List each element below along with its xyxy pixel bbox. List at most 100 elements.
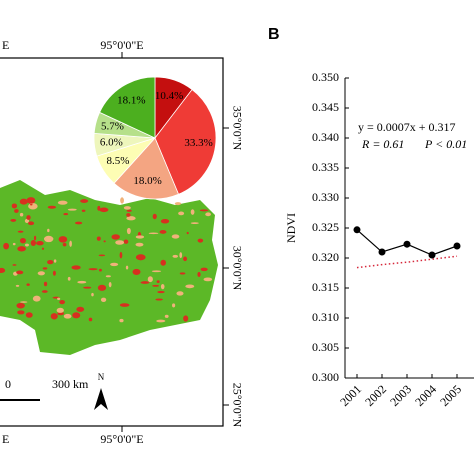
map-patch — [29, 203, 33, 206]
map-patch — [126, 213, 131, 217]
map-patch — [147, 276, 153, 283]
map-patch — [0, 267, 6, 274]
map-patch — [98, 268, 102, 272]
map-patch — [103, 240, 106, 243]
map-patch — [12, 242, 16, 246]
map-patch — [41, 290, 48, 293]
map-patch — [3, 242, 9, 250]
map-patch — [53, 259, 57, 263]
map-patch — [97, 205, 101, 211]
pie-label: 5.7% — [101, 120, 124, 132]
x-tick-label: 2004 — [412, 382, 439, 409]
map-patch — [96, 236, 101, 241]
map-patch — [72, 312, 81, 319]
map-patch — [199, 209, 209, 212]
scale-label: 300 km — [52, 377, 89, 391]
map-patch — [57, 200, 68, 205]
map-patch — [52, 270, 56, 276]
map-patch — [43, 281, 48, 287]
map-patch — [156, 280, 160, 283]
map-patch — [25, 312, 33, 318]
annotation: R = 0.61 — [361, 137, 404, 151]
map-patch — [81, 209, 86, 212]
y-tick-label: 0.325 — [312, 220, 339, 234]
map-patch — [56, 307, 64, 313]
map-patch — [126, 227, 131, 235]
lat-label: 35°0'0"N — [230, 106, 244, 151]
map-patch — [71, 265, 81, 270]
map-patch — [50, 313, 58, 320]
map-patch — [19, 237, 26, 244]
map-patch — [63, 213, 69, 216]
map-patch — [67, 276, 71, 281]
map-patch — [57, 297, 61, 301]
map-patch — [148, 232, 159, 235]
map-patch — [26, 283, 30, 286]
pie-label: 8.5% — [107, 155, 130, 167]
data-point — [353, 226, 361, 234]
map-patch — [32, 295, 41, 302]
pie-label: 6.0% — [100, 136, 123, 148]
y-tick-label: 0.335 — [312, 160, 339, 174]
y-tick-label: 0.340 — [312, 130, 339, 144]
map-patch — [98, 254, 106, 257]
data-point — [453, 242, 461, 250]
y-tick-label: 0.345 — [312, 100, 339, 114]
y-tick-label: 0.315 — [312, 280, 339, 294]
map-patch — [171, 234, 180, 239]
scale-label: 0 — [5, 377, 11, 391]
map-patch — [14, 209, 19, 213]
map-patch — [99, 207, 109, 213]
pie-label: 33.3% — [184, 137, 212, 149]
map-patch — [77, 280, 87, 284]
data-point — [403, 240, 411, 248]
map-patch — [197, 238, 204, 243]
map-patch — [190, 209, 195, 215]
map-patch — [172, 303, 176, 308]
map-patch — [119, 318, 124, 323]
x-tick-label: 2003 — [387, 382, 414, 409]
map-patch — [67, 208, 77, 211]
pie-slice — [154, 89, 217, 195]
map-patch — [76, 306, 85, 312]
map-patch — [26, 197, 36, 204]
map-patch — [115, 240, 125, 245]
map-patch — [97, 284, 107, 291]
x-tick-label: 2005 — [437, 382, 464, 409]
map-patch — [91, 292, 94, 297]
map-patch — [152, 284, 160, 287]
map-patch — [63, 313, 72, 319]
map-patch — [17, 230, 24, 233]
map-patch — [205, 212, 212, 217]
lon-label: E — [2, 432, 9, 446]
map-patch — [172, 254, 179, 258]
map-patch — [28, 221, 35, 226]
map-patch — [157, 290, 165, 294]
map-patch — [11, 203, 18, 209]
map-patch — [88, 268, 98, 271]
map-patch — [42, 267, 48, 270]
map-patch — [135, 254, 146, 261]
annotation: y = 0.0007x + 0.317 — [358, 120, 456, 134]
map-patch — [111, 234, 120, 240]
map-patch — [135, 242, 144, 247]
map-patch — [155, 298, 163, 301]
map-patch — [108, 281, 112, 288]
map-patch — [190, 222, 199, 224]
map-patches — [0, 197, 213, 323]
map-patch — [17, 246, 26, 252]
map-patch — [62, 242, 67, 247]
annotation: P < 0.01 — [424, 137, 467, 151]
lat-label: 30°0'0"N — [230, 246, 244, 291]
y-tick-label: 0.305 — [312, 340, 339, 354]
map-patch — [16, 270, 24, 275]
map-patch — [159, 230, 167, 234]
map-patch — [200, 267, 208, 272]
y-tick-label: 0.330 — [312, 190, 339, 204]
map-patch — [43, 235, 54, 243]
map-patch — [174, 202, 182, 206]
map-patch — [183, 315, 189, 322]
y-axis-label: NDVI — [284, 213, 298, 243]
